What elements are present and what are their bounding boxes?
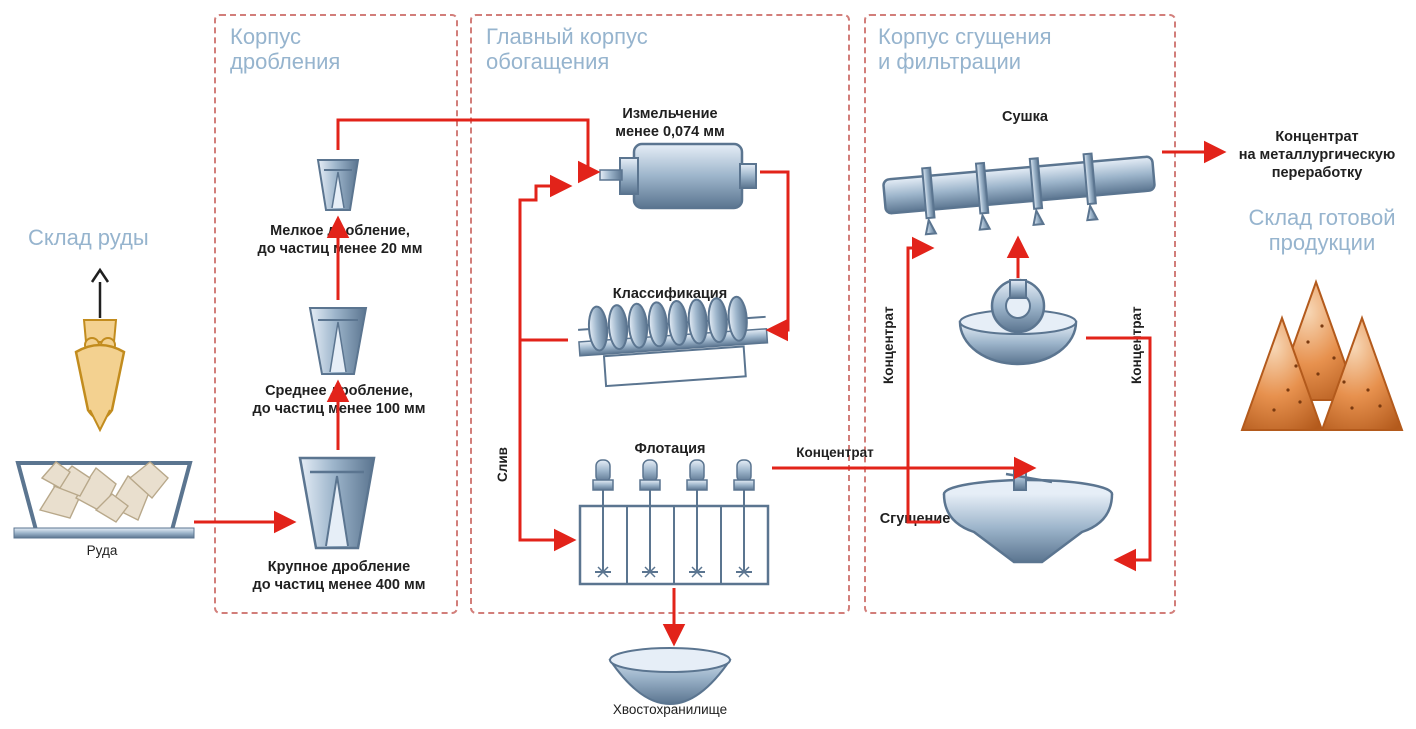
arrow-filter-to-thickener — [1086, 338, 1150, 560]
arrow-thickener-to-filter — [908, 248, 940, 522]
arrow-fine-to-grinding — [338, 120, 596, 172]
arrow-class-to-grinding — [520, 186, 568, 340]
arrow-class-to-flotation — [520, 340, 572, 540]
arrow-grinding-to-class — [760, 172, 788, 330]
arrows-layer — [0, 0, 1416, 729]
